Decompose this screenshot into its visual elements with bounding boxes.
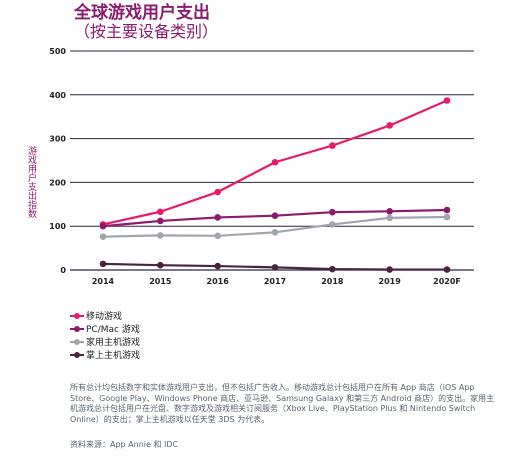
- legend-item: PC/Mac 游戏: [70, 322, 140, 335]
- legend-swatch: [70, 338, 84, 345]
- x-tick-label: 2020F: [433, 277, 461, 286]
- data-point: [214, 232, 221, 240]
- data-point: [157, 208, 164, 216]
- legend-swatch: [70, 351, 84, 358]
- legend-swatch: [70, 312, 84, 319]
- data-point: [386, 122, 393, 129]
- chart-legend: 移动游戏 PC/Mac 游戏 家用主机游戏 掌上主机游戏: [70, 309, 140, 361]
- legend-label: 家用主机游戏: [86, 338, 141, 348]
- data-point: [386, 208, 393, 215]
- legend-swatch: [70, 325, 84, 332]
- data-point: [271, 212, 279, 219]
- data-point: [443, 266, 451, 273]
- x-tick-label: 2016: [207, 277, 230, 286]
- legend-item: 移动游戏: [70, 309, 140, 322]
- data-point: [329, 208, 336, 216]
- data-point: [157, 261, 164, 269]
- footnote: 所有总计均包括数字和实体游戏用户支出，但不包括广告收入。移动游戏总计包括用户在所…: [70, 383, 495, 424]
- data-point: [271, 158, 279, 166]
- data-point: [99, 233, 107, 241]
- chart-title: 全球游戏用户支出: [74, 3, 210, 23]
- data-point: [157, 217, 164, 225]
- y-tick-label: 0: [60, 266, 66, 275]
- x-tick-label: 2015: [149, 277, 172, 286]
- x-tick-label: 2017: [264, 277, 286, 286]
- y-tick-label: 400: [49, 91, 66, 100]
- x-tick-label: 2018: [321, 277, 344, 286]
- data-point: [214, 214, 221, 221]
- data-point: [443, 213, 451, 221]
- data-point: [443, 206, 451, 214]
- x-tick-label: 2014: [92, 277, 115, 286]
- data-point: [443, 97, 451, 104]
- y-tick-label: 300: [49, 135, 66, 144]
- data-point: [99, 260, 107, 268]
- legend-label: 掌上主机游戏: [86, 351, 141, 361]
- data-point: [99, 222, 107, 230]
- line-chart: 0 100 200 300 400 500 2014 2015 2016 2017 2018 2019…: [49, 47, 474, 286]
- legend-label: PC/Mac 游戏: [86, 325, 140, 335]
- legend-item: 掌上主机游戏: [70, 348, 140, 361]
- y-axis-label: 游戏用户支出指数: [26, 146, 36, 218]
- y-tick-label: 500: [49, 47, 66, 56]
- legend-item: 家用主机游戏: [70, 335, 140, 348]
- data-point: [271, 229, 279, 236]
- data-point: [386, 266, 393, 273]
- data-point: [386, 214, 393, 222]
- data-point: [157, 232, 164, 239]
- legend-label: 移动游戏: [86, 312, 123, 322]
- y-tick-label: 200: [49, 178, 66, 187]
- data-point: [271, 264, 279, 271]
- chart-subtitle: （按主要设备类别）: [74, 22, 219, 41]
- data-point: [214, 262, 221, 270]
- x-tick-label: 2019: [379, 277, 402, 286]
- data-point: [329, 221, 336, 228]
- data-point: [214, 188, 221, 196]
- data-point: [329, 142, 336, 149]
- data-point: [329, 265, 336, 273]
- source-note: 资料来源：App Annie 和 IDC: [70, 440, 179, 449]
- y-tick-label: 100: [49, 222, 66, 231]
